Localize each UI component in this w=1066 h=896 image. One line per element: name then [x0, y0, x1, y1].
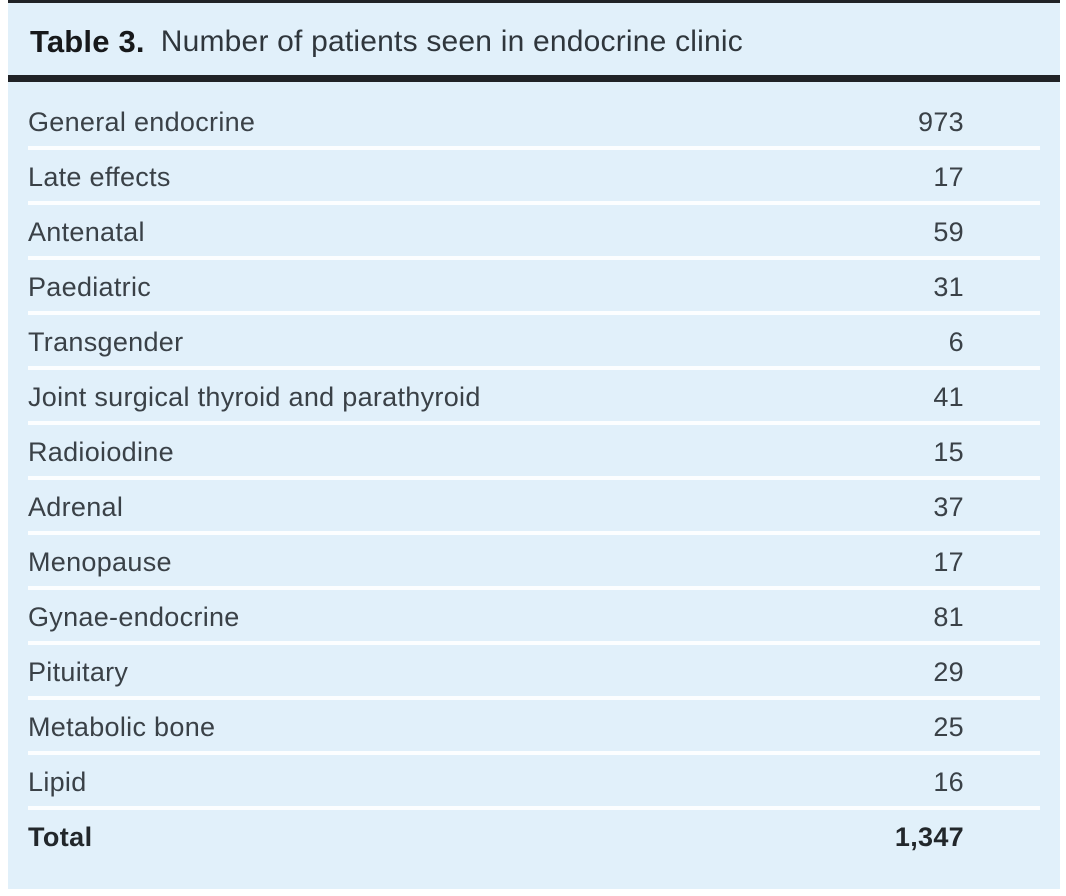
- patient-count: 81: [933, 602, 964, 632]
- table-caption-title: Number of patients seen in endocrine cli…: [160, 25, 743, 58]
- table-row: Menopause 17: [8, 535, 1060, 590]
- category-label: Menopause: [28, 547, 172, 577]
- category-label: Total: [28, 822, 93, 852]
- table-row: General endocrine 973: [8, 95, 1060, 150]
- category-label: Paediatric: [28, 272, 152, 302]
- table-row: Adrenal 37: [8, 480, 1060, 535]
- table-row: Transgender 6: [8, 315, 1060, 370]
- table-panel: Table 3. Number of patients seen in endo…: [8, 0, 1060, 889]
- category-label: Adrenal: [28, 492, 124, 522]
- category-label: Late effects: [28, 162, 171, 192]
- category-label: Radioiodine: [28, 437, 174, 467]
- table-row: Paediatric 31: [8, 260, 1060, 315]
- table-row: Metabolic bone 25: [8, 700, 1060, 755]
- table-row: Gynae-endocrine 81: [8, 590, 1060, 645]
- caption-rule: [8, 75, 1060, 82]
- patient-count: 6: [948, 327, 964, 357]
- table-row: Late effects 17: [8, 150, 1060, 205]
- table-row: Pituitary 29: [8, 645, 1060, 700]
- patient-count: 1,347: [894, 822, 964, 852]
- table-row: Lipid 16: [8, 755, 1060, 810]
- category-label: Joint surgical thyroid and parathyroid: [28, 382, 481, 412]
- table-body: General endocrine 973 Late effects 17 An…: [8, 82, 1060, 865]
- table-row: Radioiodine 15: [8, 425, 1060, 480]
- patient-count: 17: [933, 547, 964, 577]
- patient-count: 59: [933, 217, 964, 247]
- table-caption: Table 3. Number of patients seen in endo…: [8, 3, 1060, 75]
- table-row-total: Total 1,347: [8, 810, 1060, 865]
- patient-count: 31: [933, 272, 964, 302]
- category-label: Gynae-endocrine: [28, 602, 240, 632]
- patient-count: 16: [933, 767, 964, 797]
- category-label: Metabolic bone: [28, 712, 216, 742]
- patient-count: 17: [933, 162, 964, 192]
- category-label: Lipid: [28, 767, 87, 797]
- table-row: Antenatal 59: [8, 205, 1060, 260]
- patient-count: 15: [933, 437, 964, 467]
- table-caption-label: Table 3.: [30, 24, 145, 59]
- category-label: Pituitary: [28, 657, 129, 687]
- patient-count: 37: [933, 492, 964, 522]
- patient-count: 973: [918, 107, 964, 137]
- patient-count: 29: [933, 657, 964, 687]
- patient-count: 25: [933, 712, 964, 742]
- category-label: General endocrine: [28, 107, 256, 137]
- category-label: Antenatal: [28, 217, 145, 247]
- table-row: Joint surgical thyroid and parathyroid 4…: [8, 370, 1060, 425]
- category-label: Transgender: [28, 327, 184, 357]
- patient-count: 41: [933, 382, 964, 412]
